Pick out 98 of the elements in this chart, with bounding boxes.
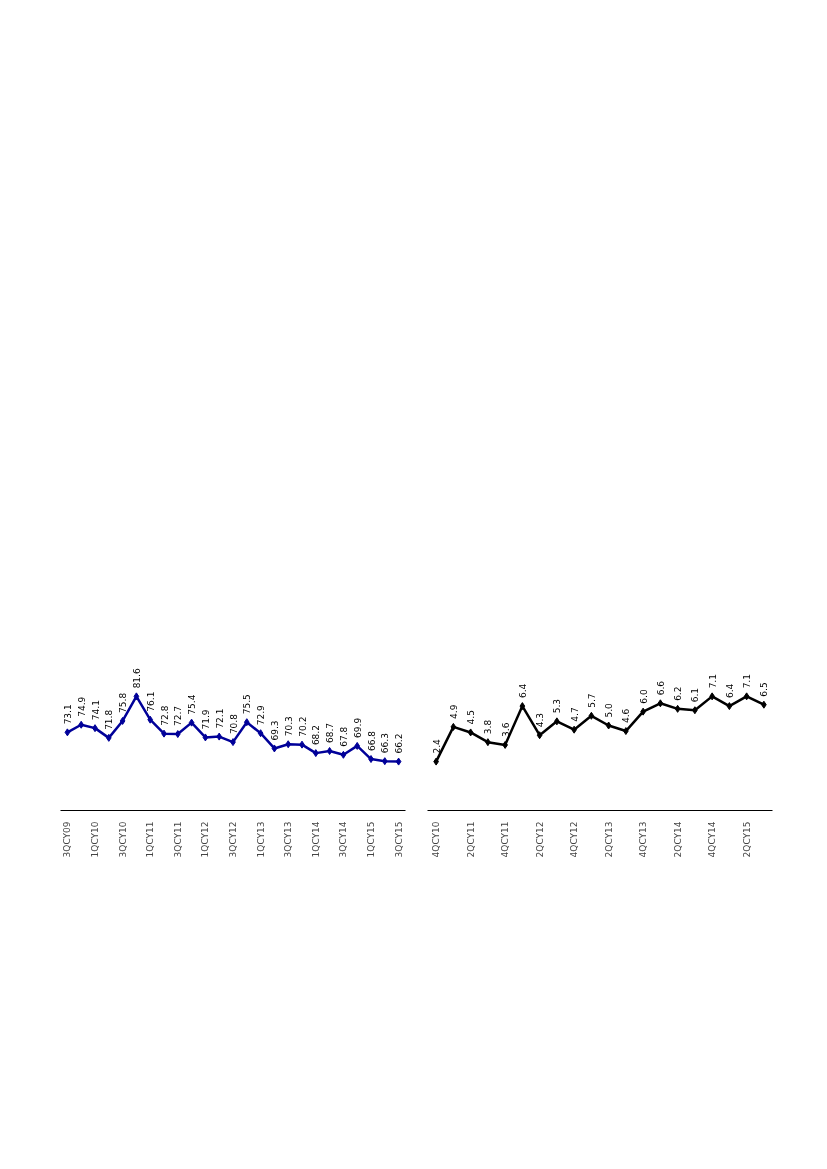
x-tick-label: 1QCY10: [90, 821, 100, 858]
data-label: 6.1: [690, 687, 701, 703]
x-tick-label: 1QCY12: [200, 821, 211, 858]
data-label: 6.5: [759, 682, 770, 697]
point: [726, 702, 733, 711]
data-label: 69.9: [352, 717, 363, 738]
data-label: 4.5: [466, 710, 477, 725]
x-tick-label: 1QCY13: [255, 821, 266, 858]
x-tick-label: 3QCY15: [393, 821, 404, 858]
data-label: 4.7: [569, 707, 580, 722]
point: [354, 741, 361, 750]
x-tick-label: 4QCY11: [500, 821, 511, 858]
data-label: 6.2: [673, 686, 684, 701]
x-tick-label: 2QCY14: [672, 821, 683, 858]
data-label: 72.7: [173, 706, 184, 727]
point: [340, 750, 347, 759]
x-tick-label: 4QCY10: [431, 821, 442, 858]
data-label: 72.8: [159, 705, 170, 726]
x-tick-label: 4QCY12: [569, 821, 580, 858]
x-tick-label: 1QCY14: [310, 821, 321, 858]
point: [467, 728, 474, 737]
point: [657, 699, 664, 708]
x-tick-label: 1QCY11: [145, 821, 156, 858]
data-label: 72.1: [214, 708, 225, 729]
data-label: 66.2: [394, 733, 405, 754]
data-label: 74.1: [90, 700, 101, 721]
x-tick-label: 3QCY11: [172, 821, 183, 858]
point: [605, 721, 612, 730]
data-label: 6.4: [724, 683, 735, 699]
point: [395, 757, 402, 766]
x-tick-label: 2QCY11: [465, 821, 476, 858]
data-label: 69.3: [269, 720, 280, 741]
data-label: 3.6: [500, 722, 511, 737]
data-label: 7.1: [707, 674, 718, 689]
data-label: 5.0: [604, 702, 615, 718]
point: [536, 731, 543, 740]
data-label: 76.1: [145, 691, 156, 712]
x-tick-label: 2QCY12: [534, 821, 545, 858]
x-tick-label: 1QCY15: [366, 821, 376, 858]
data-label: 68.2: [311, 725, 322, 746]
point: [216, 732, 223, 741]
point: [588, 711, 595, 720]
data-label: 73.1: [62, 704, 73, 725]
data-label: 75.4: [187, 694, 198, 715]
data-label: 66.3: [380, 733, 391, 754]
point: [312, 749, 319, 758]
point: [133, 692, 140, 701]
x-tick-label: 3QCY14: [338, 821, 349, 858]
data-label: 71.8: [104, 709, 115, 730]
point: [674, 704, 681, 713]
point: [285, 740, 292, 749]
point: [326, 747, 333, 755]
x-tick-label: 3QCY13: [283, 821, 294, 858]
data-label: 74.9: [76, 696, 87, 717]
point: [147, 715, 154, 724]
data-label: 70.8: [228, 713, 239, 735]
x-tick-label: 4QCY13: [638, 821, 649, 858]
data-label: 7.1: [742, 674, 753, 689]
point: [519, 702, 526, 711]
point: [188, 718, 195, 727]
data-label: 6.0: [638, 689, 649, 704]
data-label: 3.8: [483, 719, 494, 735]
x-tick-label: 4QCY14: [707, 821, 718, 858]
data-label: 66.8: [366, 730, 377, 752]
point: [105, 733, 112, 742]
data-label: 67.8: [338, 726, 349, 747]
point: [257, 729, 264, 738]
x-tick-label: 3QCY12: [228, 821, 238, 858]
data-label: 6.6: [655, 680, 666, 696]
x-tick-label: 2QCY15: [741, 821, 752, 858]
point: [174, 730, 181, 739]
point: [78, 720, 85, 729]
data-label: 72.9: [256, 704, 267, 726]
data-label: 4.6: [621, 708, 632, 724]
point: [202, 733, 209, 742]
point: [743, 692, 750, 701]
data-label: 81.6: [131, 668, 142, 689]
data-label: 75.5: [242, 694, 253, 715]
data-label: 4.9: [448, 704, 459, 719]
point: [271, 744, 278, 753]
point: [119, 716, 126, 725]
x-tick-label: 3QCY09: [62, 821, 73, 858]
x-tick-label: 2QCY13: [603, 821, 614, 858]
data-label: 2.4: [431, 739, 442, 754]
data-label: 75.8: [118, 692, 129, 713]
data-label: 4.3: [535, 712, 546, 728]
data-label: 68.7: [325, 722, 336, 743]
data-label: 5.7: [586, 693, 597, 708]
point: [450, 722, 457, 731]
point: [243, 718, 250, 727]
data-label: 70.3: [283, 716, 294, 737]
data-label: 70.2: [297, 716, 308, 737]
data-label: 5.3: [552, 699, 563, 714]
x-tick-label: 3QCY10: [117, 821, 128, 858]
data-label: 6.4: [517, 683, 528, 699]
point: [381, 757, 388, 766]
data-label: 71.9: [200, 709, 211, 730]
point: [64, 728, 71, 737]
